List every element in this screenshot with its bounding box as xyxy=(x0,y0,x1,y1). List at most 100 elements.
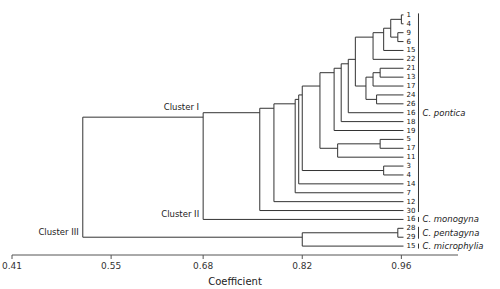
leaf-label: 24 xyxy=(406,91,415,99)
leaf-label: 13 xyxy=(406,73,415,81)
leaf-label: 16 xyxy=(406,109,415,117)
branch-horizontal xyxy=(320,72,334,73)
x-tick-label: 0.55 xyxy=(101,261,121,271)
x-tick xyxy=(302,255,303,259)
x-tick-label: 0.68 xyxy=(193,261,213,271)
leaf-label: 5 xyxy=(406,135,410,143)
branch-horizontal xyxy=(380,139,403,140)
branch-vertical xyxy=(341,64,342,122)
leaf-label: 21 xyxy=(406,64,415,72)
cluster-label: Cluster III xyxy=(38,227,78,237)
branch-vertical xyxy=(376,95,377,104)
branch-horizontal xyxy=(348,112,403,113)
branch-vertical xyxy=(302,86,303,170)
leaf-label: 15 xyxy=(406,242,415,250)
x-tick xyxy=(111,255,112,259)
branch-horizontal xyxy=(384,50,404,51)
leaf-label: 18 xyxy=(406,118,415,126)
leaf-label: 26 xyxy=(406,100,415,108)
branch-horizontal xyxy=(391,37,398,38)
branch-horizontal xyxy=(398,41,404,42)
branch-vertical xyxy=(273,104,274,202)
leaf-label: 28 xyxy=(406,224,415,232)
x-tick xyxy=(203,255,204,259)
tree-texts: 14961522211317242616181951711341471230Cl… xyxy=(38,11,483,251)
cluster-label: Cluster II xyxy=(161,209,199,219)
leaf-label: 3 xyxy=(406,162,410,170)
branch-horizontal xyxy=(398,237,404,238)
branch-horizontal xyxy=(299,94,303,95)
branch-horizontal xyxy=(355,86,366,87)
leaf-label: 16 xyxy=(406,215,415,223)
branch-vertical xyxy=(302,233,303,246)
x-axis: 0.410.550.680.820.96Coefficient xyxy=(2,255,458,287)
species-bracket xyxy=(418,13,419,212)
leaf-label: 17 xyxy=(406,144,415,152)
leaf-label: 4 xyxy=(406,171,411,179)
branch-vertical xyxy=(295,99,296,192)
tree-branches xyxy=(83,15,404,246)
branch-horizontal xyxy=(384,28,391,29)
species-label: C. microphylia xyxy=(422,241,483,251)
branch-horizontal xyxy=(320,148,338,149)
branch-horizontal xyxy=(366,99,377,100)
branch-horizontal xyxy=(373,72,380,73)
leaf-label: 6 xyxy=(406,38,411,46)
branch-vertical xyxy=(373,33,374,60)
leaf-label: 11 xyxy=(406,153,415,161)
x-axis-line xyxy=(12,255,458,256)
branch-horizontal xyxy=(377,103,404,104)
species-label: C. monogyna xyxy=(422,214,478,224)
branch-horizontal xyxy=(260,210,404,211)
leaf-label: 15 xyxy=(406,46,415,54)
leaf-label: 17 xyxy=(406,82,415,90)
leaf-label: 29 xyxy=(406,233,415,241)
leaf-label: 1 xyxy=(406,11,410,19)
branch-vertical xyxy=(298,95,299,184)
branch-horizontal xyxy=(341,63,348,64)
branch-horizontal xyxy=(373,59,403,60)
branch-vertical xyxy=(259,108,260,210)
branch-vertical xyxy=(334,68,335,130)
branch-vertical xyxy=(397,33,398,42)
branch-vertical xyxy=(380,139,381,148)
leaf-label: 19 xyxy=(406,127,415,135)
branch-horizontal xyxy=(302,86,320,87)
branch-horizontal xyxy=(373,32,384,33)
species-bracket xyxy=(418,227,419,239)
branch-horizontal xyxy=(398,228,404,229)
branch-horizontal xyxy=(83,237,302,238)
branch-horizontal xyxy=(380,77,403,78)
branch-horizontal xyxy=(295,99,299,100)
branch-vertical xyxy=(390,19,391,37)
species-label: C. pentagyna xyxy=(422,228,479,238)
species-bracket xyxy=(418,244,419,249)
branch-horizontal xyxy=(334,130,403,131)
branch-horizontal xyxy=(380,148,403,149)
branch-horizontal xyxy=(260,108,274,109)
leaf-label: 9 xyxy=(406,29,410,37)
branch-horizontal xyxy=(401,23,403,24)
x-tick-label: 0.96 xyxy=(391,261,411,271)
branch-horizontal xyxy=(334,68,341,69)
branch-horizontal xyxy=(83,117,203,118)
branch-horizontal xyxy=(348,59,355,60)
branch-horizontal xyxy=(384,174,404,175)
branch-horizontal xyxy=(377,94,404,95)
species-label: C. pontica xyxy=(422,108,465,118)
branch-horizontal xyxy=(302,170,383,171)
branch-horizontal xyxy=(302,246,403,247)
branch-horizontal xyxy=(295,192,403,193)
species-bracket xyxy=(418,217,419,222)
x-tick-label: 0.41 xyxy=(2,261,22,271)
branch-horizontal xyxy=(355,37,373,38)
branch-horizontal xyxy=(384,166,404,167)
branch-vertical xyxy=(203,113,204,220)
x-tick xyxy=(401,255,402,259)
branch-horizontal xyxy=(299,183,404,184)
branch-horizontal xyxy=(203,112,260,113)
branch-horizontal xyxy=(366,77,373,78)
branch-vertical xyxy=(365,77,366,99)
branch-vertical xyxy=(319,73,320,149)
branch-vertical xyxy=(82,117,83,237)
